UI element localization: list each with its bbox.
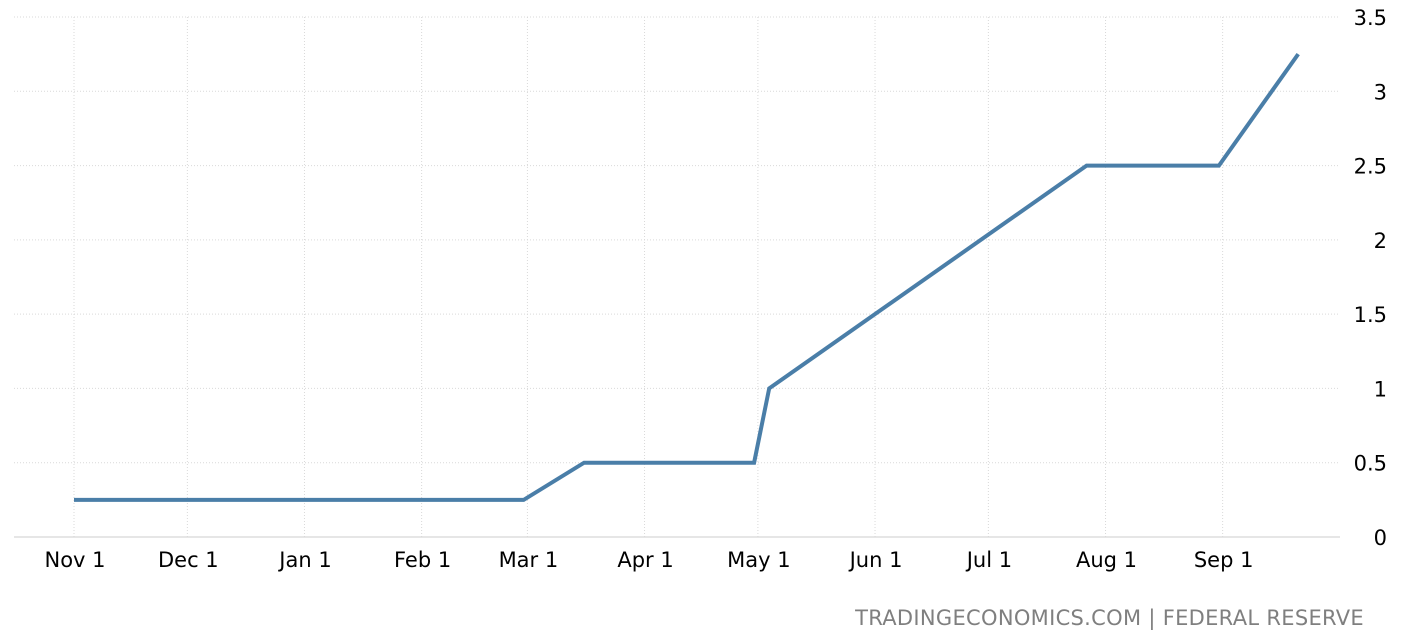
x-axis: Nov 1 Dec 1 Jan 1 Feb 1 Mar 1 Apr 1 May 1 Jun 1… bbox=[44, 548, 1253, 572]
x-tick-label: Jan 1 bbox=[277, 548, 331, 572]
source-note: TRADINGECONOMICS.COM | FEDERAL RESERVE bbox=[855, 606, 1364, 630]
x-tick-label: Aug 1 bbox=[1076, 548, 1137, 572]
y-axis: 0 0.5 1 1.5 2 2.5 3 3.5 bbox=[1354, 6, 1387, 550]
x-tick-label: Feb 1 bbox=[394, 548, 451, 572]
y-tick-label: 2 bbox=[1374, 229, 1387, 253]
x-tick-label: Apr 1 bbox=[617, 548, 673, 572]
series-line bbox=[74, 52, 1300, 502]
x-tick-label: Jun 1 bbox=[848, 548, 903, 572]
x-tick-label: Nov 1 bbox=[44, 548, 105, 572]
y-tick-label: 2.5 bbox=[1354, 155, 1387, 179]
x-tick-label: Sep 1 bbox=[1194, 548, 1254, 572]
x-tick-label: Jul 1 bbox=[965, 548, 1012, 572]
y-tick-label: 3.5 bbox=[1354, 6, 1387, 30]
x-tick-label: Mar 1 bbox=[499, 548, 559, 572]
y-tick-label: 0 bbox=[1374, 526, 1387, 550]
x-tick-label: May 1 bbox=[727, 548, 790, 572]
y-tick-label: 1 bbox=[1374, 377, 1387, 401]
grid bbox=[14, 16, 1340, 538]
y-tick-label: 0.5 bbox=[1354, 452, 1387, 476]
y-tick-label: 3 bbox=[1374, 80, 1387, 104]
x-tick-label: Dec 1 bbox=[158, 548, 219, 572]
series-layer bbox=[74, 52, 1300, 502]
y-tick-label: 1.5 bbox=[1354, 303, 1387, 327]
